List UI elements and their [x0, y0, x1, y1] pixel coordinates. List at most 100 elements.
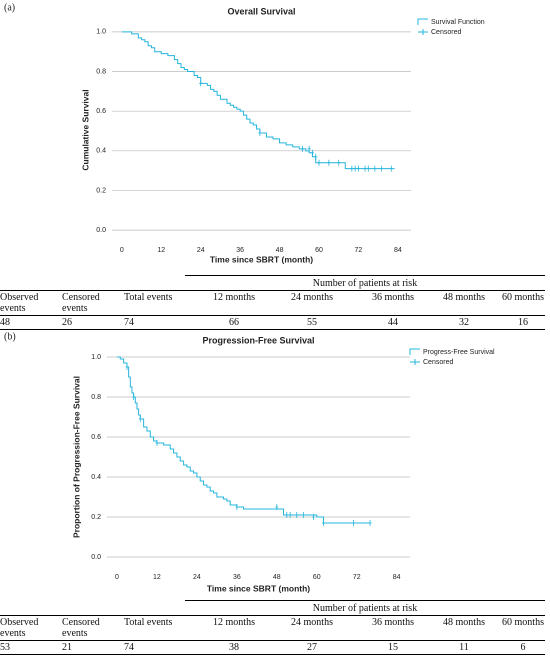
censored-mark	[235, 504, 239, 510]
x-tick-label: 24	[197, 247, 205, 254]
x-tick-label: 84	[394, 247, 402, 254]
censored-mark	[258, 129, 262, 136]
censored-mark	[368, 520, 372, 526]
y-tick-label: 0.8	[96, 68, 106, 75]
column-header: 24 months	[291, 292, 333, 303]
censored-mark	[373, 165, 377, 172]
x-tick-label: 60	[315, 247, 323, 254]
censored-mark	[363, 165, 367, 172]
x-tick-label: 12	[157, 247, 165, 254]
column-header: 12 months	[213, 617, 255, 628]
column-header: 60 months	[502, 292, 544, 303]
x-tick-label: 84	[393, 574, 401, 581]
y-tick-label: 0.4	[96, 148, 106, 155]
column-header: 24 months	[291, 617, 333, 628]
censored-mark	[356, 165, 360, 172]
x-tick-label: 0	[115, 574, 119, 581]
column-header: Observed events	[0, 617, 39, 639]
chart-title: Overall Survival	[227, 6, 295, 16]
censored-mark	[310, 149, 314, 156]
x-tick-label: 12	[153, 574, 161, 581]
table-cell: 66	[229, 317, 239, 328]
censored-mark	[155, 440, 159, 446]
rule	[0, 654, 545, 655]
censored-mark	[125, 364, 129, 370]
censored-mark	[389, 165, 393, 172]
table-cell: 38	[229, 642, 239, 653]
x-axis-label: Time since SBRT (month)	[210, 254, 313, 264]
table-cell: 16	[518, 317, 528, 328]
rule	[185, 600, 545, 601]
legend-swatch	[409, 348, 420, 355]
y-tick-label: 0.0	[96, 227, 106, 234]
table-cell: 6	[520, 642, 526, 653]
x-tick-label: 72	[355, 247, 363, 254]
legend-label: Survival Function	[431, 19, 485, 26]
table-cell: 48	[0, 317, 10, 328]
table-cell: 74	[124, 642, 134, 653]
column-header: 12 months	[213, 292, 255, 303]
censored-mark	[295, 512, 299, 518]
column-header: 36 months	[372, 617, 414, 628]
column-header: 48 months	[443, 617, 485, 628]
column-header: Observed events	[0, 292, 39, 314]
table-cell: 27	[307, 642, 317, 653]
x-tick-label: 48	[276, 247, 284, 254]
panel-label: (b)	[4, 331, 16, 342]
censored-mark	[301, 145, 305, 152]
column-header: 36 months	[372, 292, 414, 303]
x-axis-label: Time since SBRT (month)	[207, 583, 310, 593]
legend-swatch	[410, 359, 420, 365]
censored-mark	[351, 520, 355, 526]
table-cell: 11	[459, 642, 469, 653]
rule	[0, 290, 545, 291]
censored-mark	[350, 165, 354, 172]
column-header: 48 months	[443, 292, 485, 303]
censored-mark	[132, 394, 136, 400]
table-cell: 55	[307, 317, 317, 328]
table-cell: 26	[62, 317, 72, 328]
censored-mark	[275, 504, 279, 510]
censored-mark	[311, 514, 315, 520]
column-header: Censored events	[62, 617, 100, 639]
legend-label: Censored	[423, 359, 453, 366]
x-tick-label: 24	[193, 574, 201, 581]
y-tick-label: 0.2	[91, 514, 101, 521]
legend-label: Censored	[431, 29, 461, 36]
column-header: 60 months	[502, 617, 544, 628]
survival-line	[116, 356, 371, 524]
censored-mark	[138, 416, 142, 422]
legend-label: Progress-Free Survival	[423, 349, 495, 356]
censored-mark	[366, 165, 370, 172]
y-tick-label: 1.0	[91, 354, 101, 361]
y-tick-label: 0.2	[96, 187, 106, 194]
y-tick-label: 0.4	[91, 474, 101, 481]
x-tick-label: 48	[273, 574, 281, 581]
censored-mark	[327, 159, 331, 166]
column-header: Total events	[124, 617, 173, 628]
rule	[185, 275, 545, 276]
rule	[0, 615, 545, 616]
table-cell: 15	[388, 642, 398, 653]
y-tick-label: 0.0	[91, 554, 101, 561]
table-cell: 44	[388, 317, 398, 328]
panel-label: (a)	[4, 2, 15, 13]
x-tick-label: 36	[233, 574, 241, 581]
group-header: Number of patients at risk	[312, 603, 418, 614]
censored-mark	[307, 145, 311, 152]
x-tick-label: 60	[313, 574, 321, 581]
rule	[0, 315, 545, 316]
censored-mark	[285, 512, 289, 518]
rule	[0, 640, 545, 641]
censored-mark	[353, 165, 357, 172]
group-header: Number of patients at risk	[312, 278, 418, 289]
chart-title: Progression-Free Survival	[202, 335, 314, 345]
censored-mark	[337, 159, 341, 166]
censored-mark	[379, 165, 383, 172]
column-header: Censored events	[62, 292, 100, 314]
legend-swatch	[417, 18, 428, 25]
y-axis-label: Proportion of Progression-Free Survival	[71, 376, 81, 538]
legend-swatch	[418, 29, 428, 35]
